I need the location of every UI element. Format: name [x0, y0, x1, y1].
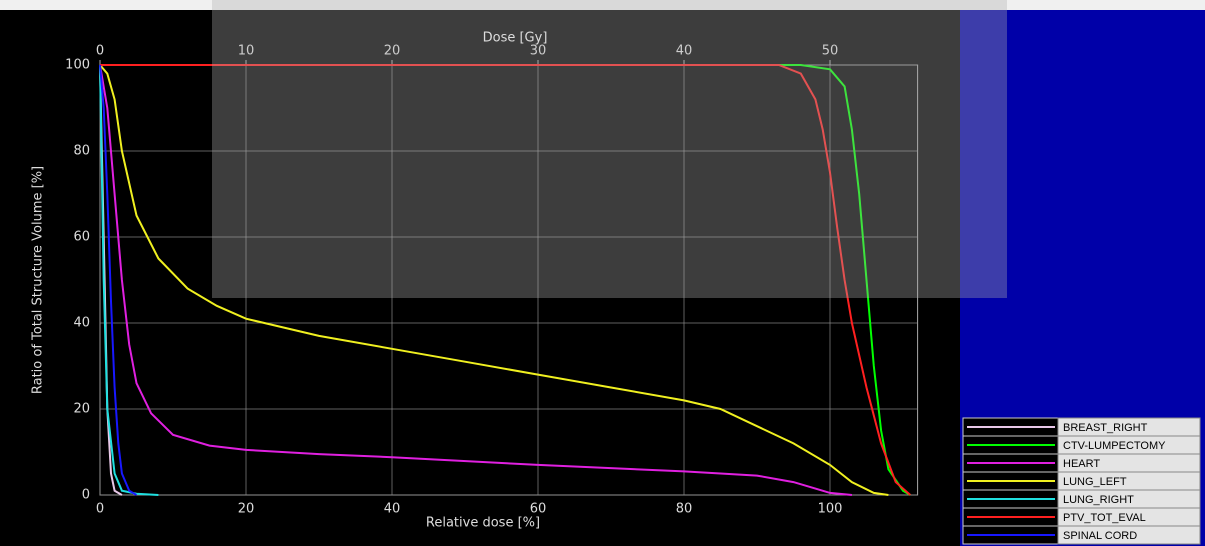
x-tick-label: 40 — [384, 502, 401, 517]
x-tick-label: 60 — [530, 502, 547, 517]
y-tick-label: 80 — [73, 144, 90, 159]
x-axis-label: Relative dose [%] — [426, 516, 540, 531]
x-tick-label: 20 — [238, 502, 255, 517]
y-tick-label: 60 — [73, 230, 90, 245]
watermark — [212, 0, 1007, 298]
legend-label: BREAST_RIGHT — [1063, 422, 1148, 434]
x-tick-label: 80 — [676, 502, 693, 517]
legend-label: LUNG_LEFT — [1063, 476, 1127, 488]
chart: 02040608010002040608010001020304050 Dose… — [0, 0, 1205, 546]
y-tick-label: 20 — [73, 402, 90, 417]
y-axis-label: Ratio of Total Structure Volume [%] — [31, 166, 46, 394]
y-tick-label: 100 — [65, 58, 90, 73]
x2-tick-label: 0 — [96, 44, 104, 59]
legend-label: CTV-LUMPECTOMY — [1063, 440, 1166, 452]
legend-label: SPINAL CORD — [1063, 530, 1137, 542]
y-tick-label: 40 — [73, 316, 90, 331]
legend-label: LUNG_RIGHT — [1063, 494, 1134, 506]
legend-label: PTV_TOT_EVAL — [1063, 512, 1146, 524]
page: {"chart_data": {"type": "line", "xlabel"… — [0, 0, 1205, 546]
legend-label: HEART — [1063, 458, 1100, 470]
y-tick-label: 0 — [82, 488, 90, 503]
x2-axis-label: Dose [Gy] — [483, 31, 548, 46]
legend: BREAST_RIGHT CTV-LUMPECTOMY HEART LUNG_LEFT… — [963, 418, 1200, 544]
x-tick-label: 0 — [96, 502, 104, 517]
x-tick-label: 100 — [818, 502, 843, 517]
